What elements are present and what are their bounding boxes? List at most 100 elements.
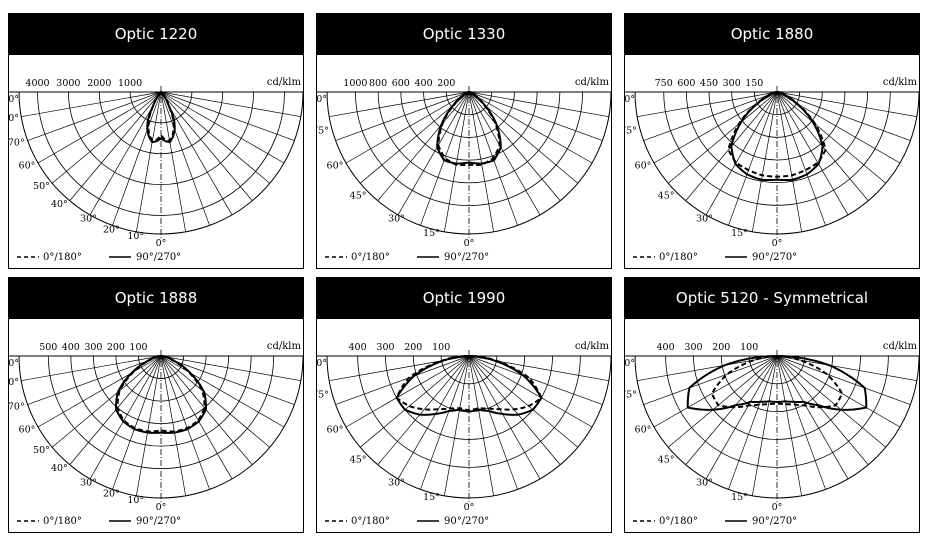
- legend-label: 0°/180°: [43, 516, 82, 527]
- legend-label: 90°/270°: [752, 252, 797, 263]
- grid-radial: [37, 355, 162, 428]
- angle-label: 90°: [9, 358, 19, 369]
- grid-radial: [776, 355, 803, 496]
- radial-tick-label: 200: [404, 342, 422, 353]
- grid-circle: [92, 355, 230, 425]
- grid-radial: [160, 91, 285, 164]
- polar-grid: [625, 86, 919, 238]
- radial-tick-label: 400: [62, 342, 80, 353]
- grid-circle: [423, 91, 515, 138]
- legend-label: 0°/180°: [659, 516, 698, 527]
- grid-radial: [468, 355, 541, 480]
- angle-label: 45°: [658, 191, 675, 202]
- grid-radial: [776, 355, 826, 490]
- grid-radial: [751, 91, 778, 232]
- polar-plot: cd/klm 400 300 200 100 90° 75° 60° 45° 30° 15° 0° 0°…: [317, 341, 611, 527]
- angle-label: 30°: [388, 478, 405, 489]
- grid-radial: [112, 355, 162, 490]
- grid-circle: [445, 91, 493, 116]
- grid-radial: [27, 355, 162, 405]
- angle-label: 75°: [625, 390, 637, 401]
- angle-label: 75°: [317, 390, 329, 401]
- series-line: [146, 91, 176, 144]
- grid-radial: [160, 91, 187, 232]
- angle-label: 80°: [9, 113, 19, 124]
- grid-radial: [776, 91, 917, 118]
- angle-label: 60°: [327, 425, 344, 436]
- grid-radial: [160, 355, 187, 496]
- angle-label: 20°: [103, 488, 120, 499]
- radial-tick-label: 400: [657, 342, 675, 353]
- grid-radial: [21, 91, 162, 118]
- radial-tick-label: 200: [712, 342, 730, 353]
- grid-radial: [329, 91, 470, 118]
- angle-label: 90°: [625, 358, 635, 369]
- grid-radial: [27, 91, 162, 141]
- polar-grid: [625, 350, 919, 502]
- legend-label: 90°/270°: [444, 252, 489, 263]
- grid-circle: [708, 91, 846, 161]
- legend-label: 90°/270°: [752, 516, 797, 527]
- grid-radial: [643, 91, 778, 141]
- grid-radial: [776, 355, 901, 428]
- grid-radial: [69, 91, 162, 202]
- grid-radial: [776, 355, 869, 466]
- angle-label: 0°: [464, 502, 475, 513]
- radial-tick-label: 300: [723, 78, 741, 89]
- angle-label: 45°: [350, 191, 367, 202]
- legend-label: 0°/180°: [659, 252, 698, 263]
- radial-tick-label: 100: [432, 342, 450, 353]
- angle-label: 0°: [772, 238, 783, 249]
- angle-label: 15°: [731, 492, 748, 503]
- radial-tick-label: 1000: [118, 78, 142, 89]
- legend-label: 90°/270°: [136, 516, 181, 527]
- radial-tick-label: 150: [745, 78, 763, 89]
- chart-panel-5: Optic 1990 cd/klm 400 300 200 100 90° 75° 60° 45…: [316, 277, 612, 533]
- radial-tick-label: 400: [349, 342, 367, 353]
- legend-label: 0°/180°: [43, 252, 82, 263]
- radial-tick-label: 500: [39, 342, 57, 353]
- angle-label: 0°: [156, 238, 167, 249]
- angle-label: 15°: [423, 492, 440, 503]
- angle-label: 75°: [317, 126, 329, 137]
- grid-radial: [160, 355, 295, 405]
- angle-label: 60°: [19, 161, 36, 172]
- radial-tick-label: 300: [376, 342, 394, 353]
- grid-radial: [160, 355, 271, 448]
- polar-grid: [317, 86, 611, 238]
- grid-radial: [160, 91, 233, 216]
- grid-circle: [665, 355, 889, 468]
- grid-radial: [37, 91, 162, 164]
- angle-label: 90°: [625, 94, 635, 105]
- grid-radial: [468, 355, 593, 428]
- grid-circle: [731, 91, 823, 138]
- legend-label: 0°/180°: [351, 252, 390, 263]
- angle-label: 80°: [9, 377, 19, 388]
- chart-panel-1: Optic 1220 cd/klm 4000 3000 2000 1000 90° 80° 7…: [8, 13, 304, 269]
- grid-radial: [420, 91, 470, 226]
- angle-label: 90°: [9, 94, 19, 105]
- grid-radial: [468, 355, 579, 448]
- grid-radial: [112, 91, 162, 226]
- grid-radial: [468, 355, 495, 496]
- grid-radial: [345, 91, 470, 164]
- grid-radial: [776, 91, 803, 232]
- radial-tick-label: 600: [677, 78, 695, 89]
- grid-radial: [160, 355, 233, 480]
- radial-tick-label: 100: [129, 342, 147, 353]
- grid-radial: [643, 355, 778, 405]
- series-line: [686, 355, 868, 411]
- angle-label: 15°: [423, 228, 440, 239]
- grid-radial: [653, 355, 778, 428]
- grid-radial: [751, 355, 778, 496]
- radial-tick-label: 2000: [87, 78, 111, 89]
- polar-grid: [317, 350, 611, 502]
- chart-panel-4: Optic 1888 cd/klm 500 400 300 200 100 90° 80° 70…: [8, 277, 304, 533]
- chart-title: Optic 1220: [9, 14, 303, 55]
- grid-radial: [705, 91, 778, 216]
- angle-label: 60°: [635, 161, 652, 172]
- grid-radial: [160, 91, 253, 202]
- grid-radial: [468, 91, 603, 141]
- radial-tick-label: 100: [740, 342, 758, 353]
